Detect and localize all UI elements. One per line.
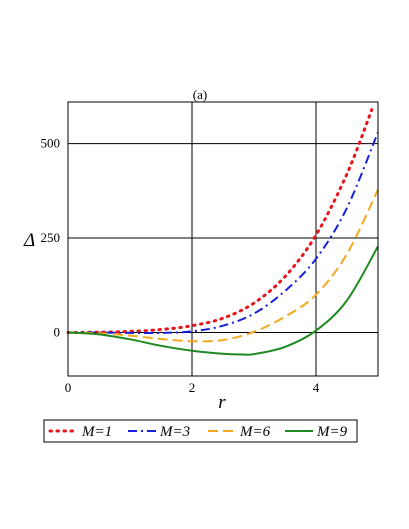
y-tick-label: 0 (54, 325, 61, 340)
y-axis-label: Δ (23, 230, 35, 251)
series-line-4 (67, 245, 379, 356)
legend-label-2: M=3 (159, 424, 190, 440)
y-tick-label: 250 (41, 230, 61, 245)
legend: M=1 M=3 M=6 M=9 (43, 419, 358, 443)
y-tick-label: 500 (41, 136, 61, 151)
series-line-2 (68, 131, 379, 335)
series-layer (66, 108, 379, 356)
legend-label-4: M=9 (316, 424, 348, 440)
legend-label-3: M=6 (239, 424, 271, 440)
chart-title: (a) (193, 87, 207, 102)
x-tick-label: 4 (313, 380, 320, 395)
series-line-3 (67, 189, 379, 343)
legend-label-1: M=1 (81, 424, 112, 440)
legend-box (43, 419, 358, 443)
x-tick-label: 0 (65, 380, 72, 395)
x-axis-label: r (218, 392, 226, 413)
x-tick-label: 2 (189, 380, 196, 395)
series-line-1 (66, 108, 374, 334)
ticks: 0 2 4 0 250 500 (41, 136, 320, 395)
plot-frame (67, 101, 379, 377)
